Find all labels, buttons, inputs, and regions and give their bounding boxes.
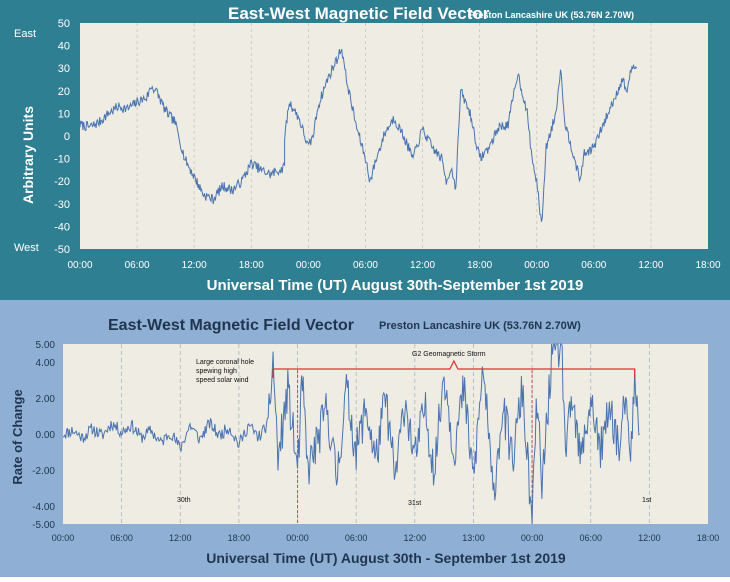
bottom-x-tick: 00:00	[521, 533, 544, 543]
annotation-day-31st: 31st	[408, 500, 421, 507]
top-x-tick: 06:00	[581, 260, 606, 271]
bottom-y-tick: -5.00	[32, 520, 55, 531]
bottom-y-axis-label: Rate of Change	[10, 389, 25, 484]
bottom-x-tick: 18:00	[697, 533, 720, 543]
top-x-tick-labels: 00:00 06:00 12:00 18:00 00:00 06:00 12:00 18:00…	[67, 260, 720, 271]
bottom-chart-title: East-West Magnetic Field Vector	[108, 317, 354, 334]
annotation-day-30th: 30th	[177, 497, 191, 504]
top-y-tick: 50	[58, 18, 70, 30]
annotation-coronal-hole-line2: spewing high	[196, 368, 237, 375]
bottom-day-markers	[297, 370, 533, 524]
top-y-tick: -20	[54, 176, 70, 188]
bottom-plot-area	[63, 344, 708, 524]
top-x-tick: 06:00	[125, 260, 150, 271]
bottom-x-tick: 12:00	[404, 533, 427, 543]
annotation-coronal-hole-line1: Large coronal hole	[196, 359, 254, 366]
bottom-x-tick: 00:00	[286, 533, 309, 543]
top-east-label: East	[14, 28, 36, 40]
bottom-y-tick: -2.00	[32, 466, 55, 477]
bottom-y-tick: 4.00	[36, 358, 56, 369]
top-y-tick-labels: 50 40 30 20 10 0 -10 -20 -30 -40 -50	[54, 18, 70, 256]
top-chart-subtitle: Preston Lancashire UK (53.76N 2.70W)	[469, 10, 634, 20]
top-plot-area	[80, 23, 708, 249]
top-y-axis-label: Arbitrary Units	[20, 106, 36, 204]
top-x-tick: 18:00	[695, 260, 720, 271]
top-y-tick: -30	[54, 199, 70, 211]
top-y-tick: 20	[58, 86, 70, 98]
bottom-x-tick-labels: 00:00 06:00 12:00 18:00 00:00 06:00 12:00 13:00…	[52, 533, 720, 543]
bottom-gridlines	[121, 344, 650, 524]
bottom-chart-subtitle: Preston Lancashire UK (53.76N 2.70W)	[379, 320, 581, 332]
bottom-y-tick: 5.00	[36, 340, 56, 351]
bottom-x-tick: 00:00	[52, 533, 75, 543]
top-x-tick: 00:00	[67, 260, 92, 271]
bottom-x-tick: 12:00	[638, 533, 661, 543]
top-y-tick: -40	[54, 221, 70, 233]
top-x-tick: 18:00	[239, 260, 264, 271]
bottom-x-tick: 06:00	[345, 533, 368, 543]
top-y-tick: -10	[54, 154, 70, 166]
bottom-x-tick: 12:00	[169, 533, 192, 543]
storm-bracket	[272, 359, 636, 378]
top-series-line	[79, 48, 638, 222]
annotation-storm: G2 Geomagnetic Storm	[412, 351, 486, 358]
top-x-tick: 12:00	[410, 260, 435, 271]
top-x-tick: 06:00	[353, 260, 378, 271]
bottom-series-line	[62, 343, 640, 525]
bottom-x-tick: 18:00	[228, 533, 251, 543]
top-y-tick: 30	[58, 63, 70, 75]
top-y-tick: 10	[58, 108, 70, 120]
top-x-axis-label: Universal Time (UT) August 30th-Septembe…	[207, 277, 584, 294]
bottom-x-axis-label: Universal Time (UT) August 30th - Septem…	[206, 550, 566, 566]
top-x-tick: 00:00	[296, 260, 321, 271]
bottom-y-tick: 0.00	[36, 430, 56, 441]
annotation-coronal-hole-line3: speed solar wind	[196, 377, 249, 384]
top-y-tick: -50	[54, 244, 70, 256]
top-y-tick: 0	[64, 131, 70, 143]
top-west-label: West	[14, 242, 39, 254]
annotation-day-1st: 1st	[642, 497, 651, 504]
bottom-y-tick: 2.00	[36, 394, 56, 405]
top-gridlines	[136, 23, 652, 249]
top-x-tick: 12:00	[182, 260, 207, 271]
bottom-x-tick: 13:00	[462, 533, 485, 543]
top-x-tick: 12:00	[638, 260, 663, 271]
top-y-tick: 40	[58, 41, 70, 53]
bottom-x-tick: 06:00	[110, 533, 133, 543]
top-x-tick: 00:00	[524, 260, 549, 271]
bottom-y-tick-labels: 5.00 4.00 2.00 0.00 -2.00 -4.00 -5.00	[32, 340, 55, 531]
top-chart-title: East-West Magnetic Field Vector	[228, 4, 490, 23]
bottom-x-tick: 06:00	[579, 533, 602, 543]
top-x-tick: 18:00	[467, 260, 492, 271]
bottom-y-tick: -4.00	[32, 502, 55, 513]
